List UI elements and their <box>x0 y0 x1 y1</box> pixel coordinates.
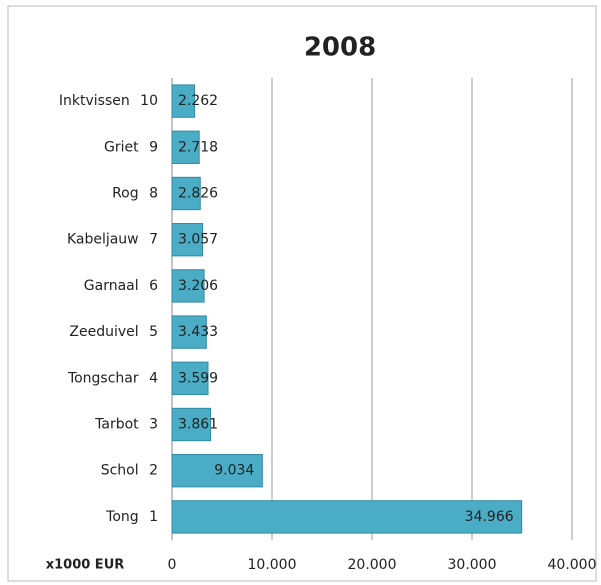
y-tick-label: Tongschar 4 <box>67 370 158 386</box>
bar <box>171 176 201 211</box>
y-tick-label: Garnaal 6 <box>84 278 158 294</box>
y-tick-label: Tong 1 <box>105 509 158 525</box>
value-label: 3.057 <box>178 232 218 248</box>
value-label: 2.718 <box>178 139 218 155</box>
value-label: 3.861 <box>178 417 218 433</box>
x-tick-label: 0 <box>168 557 177 573</box>
y-tick-label: Zeeduivel 5 <box>69 324 158 340</box>
value-label: 2.826 <box>178 186 218 202</box>
chart-frame <box>7 5 597 582</box>
value-label: 34.966 <box>465 509 514 525</box>
y-tick-label: Schol 2 <box>101 463 158 479</box>
x-tick-label: 20.000 <box>348 557 397 573</box>
bar <box>171 130 200 164</box>
x-tick-label: 10.000 <box>248 557 297 573</box>
value-label: 3.433 <box>178 324 218 340</box>
bar <box>171 361 209 395</box>
y-tick-label: Rog 8 <box>112 186 158 202</box>
y-tick-label: Griet 9 <box>104 139 158 155</box>
bar <box>171 84 196 118</box>
x-tick-label: 40.000 <box>548 557 597 573</box>
x-axis-label: x1000 EUR <box>46 558 125 573</box>
y-tick-label: Inktvissen 10 <box>59 93 158 109</box>
y-tick-label: Tarbot 3 <box>94 417 158 433</box>
bar <box>171 407 212 442</box>
bar <box>171 454 263 488</box>
value-label: 3.599 <box>178 370 218 386</box>
x-tick-label: 30.000 <box>448 557 497 573</box>
bar <box>171 315 207 349</box>
value-label: 3.206 <box>178 278 218 294</box>
bar <box>171 223 204 257</box>
bar <box>171 269 205 303</box>
y-tick-label: Kabeljauw 7 <box>67 232 158 248</box>
chart-title: 2008 <box>304 33 376 63</box>
value-label: 9.034 <box>214 463 254 479</box>
bar <box>171 500 523 534</box>
value-label: 2.262 <box>178 93 218 109</box>
